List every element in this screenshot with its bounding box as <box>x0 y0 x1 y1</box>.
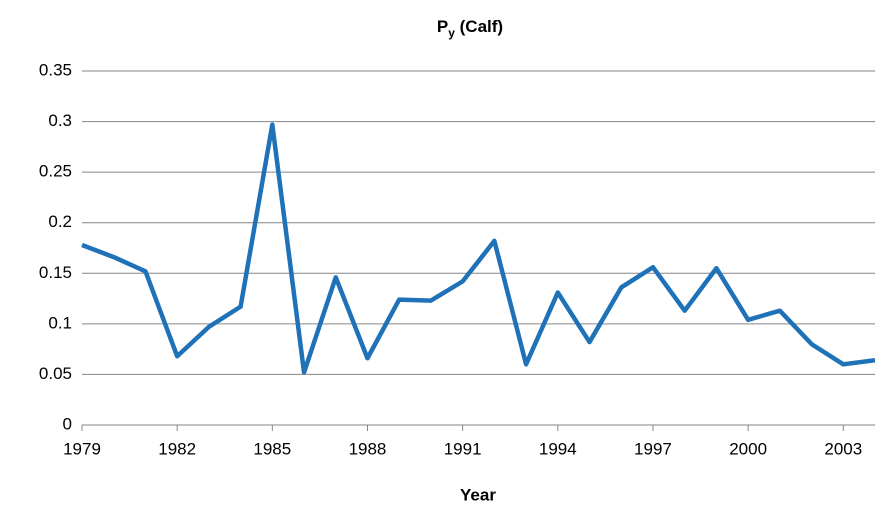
x-tick-label: 1979 <box>63 439 101 458</box>
x-tick-label: 1991 <box>444 439 482 458</box>
y-tick-label: 0.25 <box>39 162 72 181</box>
x-tick-label: 1997 <box>634 439 672 458</box>
data-line <box>81 122 875 375</box>
x-tick-label: 1982 <box>158 439 196 458</box>
title-text: P <box>437 17 448 36</box>
title-suffix: (Calf) <box>455 17 503 36</box>
x-tick-label: 1994 <box>539 439 577 458</box>
title-subscript: y <box>448 26 455 40</box>
y-tick-label: 0.15 <box>39 263 72 282</box>
y-tick-label: 0.05 <box>39 364 72 383</box>
x-axis-title: Year <box>460 485 496 504</box>
x-tick-label: 2000 <box>729 439 767 458</box>
x-tick-label: 1988 <box>349 439 387 458</box>
y-tick-label: 0.1 <box>48 313 72 332</box>
y-tick-label: 0.3 <box>48 111 72 130</box>
chart-title: Py (Calf) <box>437 17 503 40</box>
y-tick-label: 0.2 <box>48 212 72 231</box>
x-tick-label: 1985 <box>253 439 291 458</box>
y-tick-label: 0.35 <box>39 60 72 79</box>
y-tick-label: 0 <box>63 414 72 433</box>
x-tick-label: 2003 <box>824 439 862 458</box>
